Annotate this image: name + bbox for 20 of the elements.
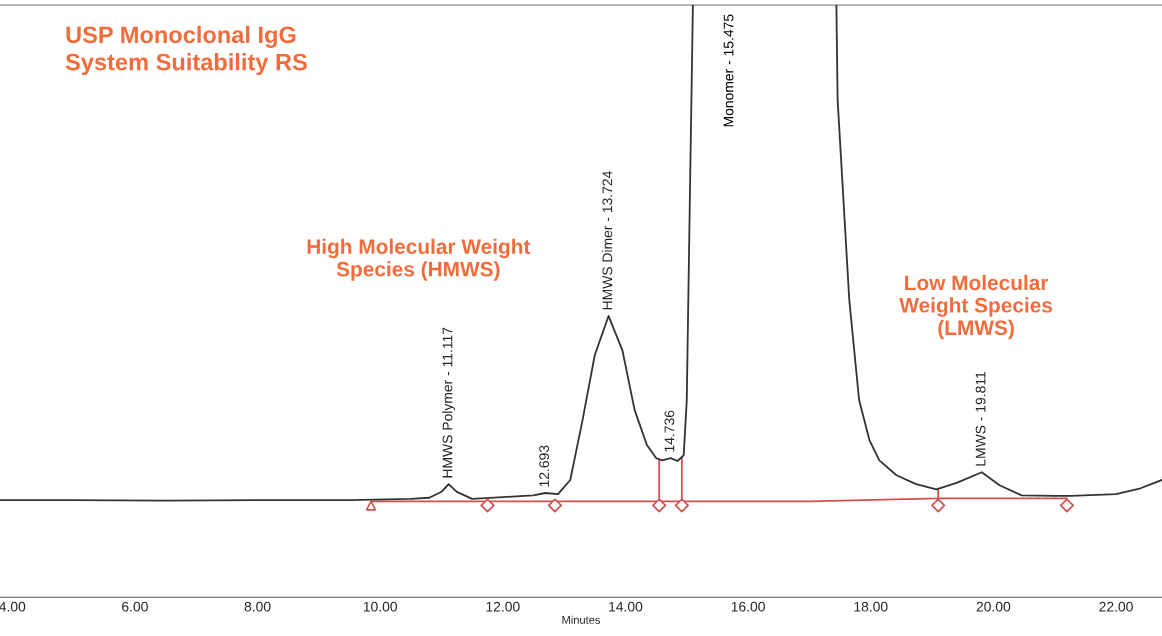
x-tick-label: 12.00 [486,601,520,612]
x-tick-label: 10.00 [363,601,398,612]
annotation: LMWS - 19.811 [975,371,986,466]
annotation: HMWS Polymer - 11.117 [442,327,456,478]
x-tick-label: 4.00 [0,601,26,612]
annotation: Monomer - 15.475 [723,14,734,127]
annotation: 12.693 [539,445,550,487]
text: USP Monoclonal IgG System Suitability RS [65,25,307,76]
x-tick-label: 22.00 [1099,601,1133,612]
x-tick-label: 6.00 [122,601,148,612]
annotation: HMWS Dimer - 13.724 [602,171,613,310]
x-axis-title: Minutes [562,615,601,624]
x-tick-label: 20.00 [976,601,1011,612]
x-tick-label: 8.00 [244,601,271,612]
x-tick-label: 18.00 [854,601,888,612]
x-tick-label: 14.00 [609,601,643,612]
x-tick-label: 16.00 [731,601,765,612]
annotation: 14.736 [664,410,675,452]
annotation: Low Molecular Weight Species (LMWS) [899,274,1053,340]
annotation: High Molecular Weight Species (HMWS) [307,238,531,281]
